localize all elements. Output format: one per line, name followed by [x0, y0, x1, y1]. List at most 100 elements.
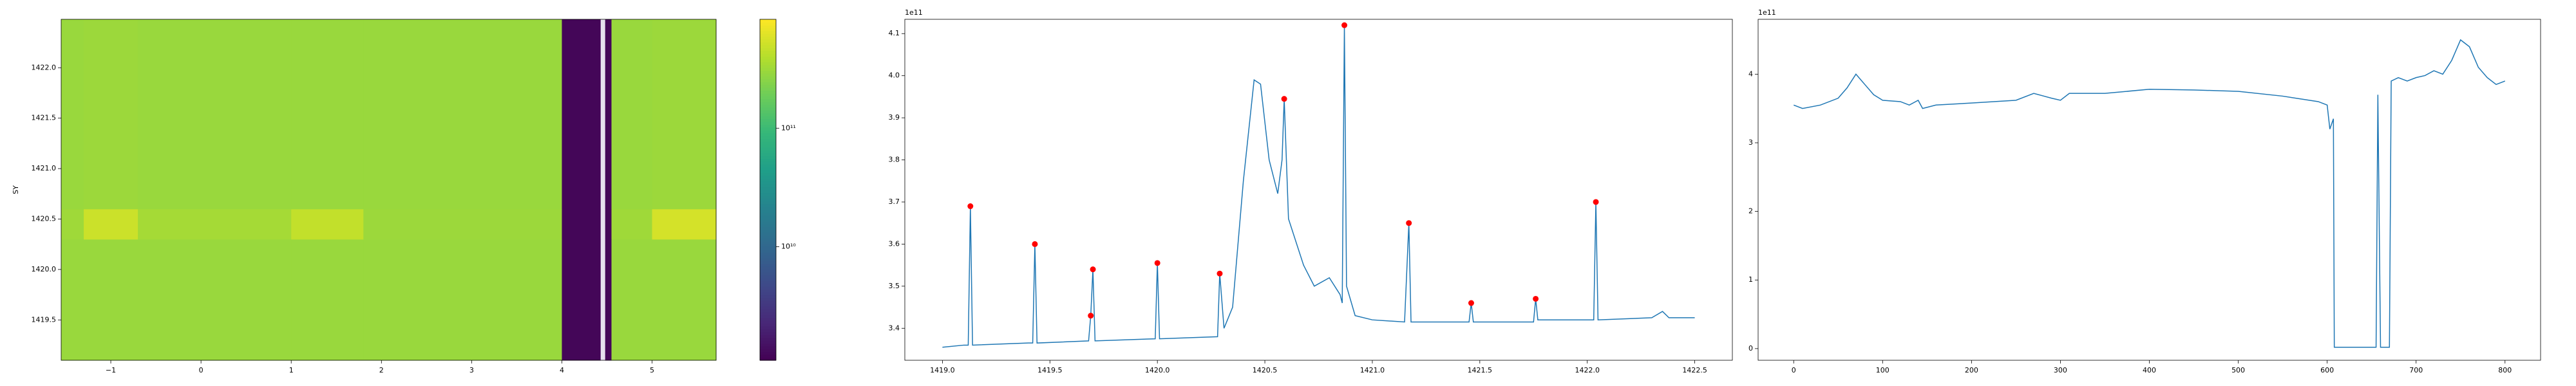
peak-marker	[1281, 96, 1287, 102]
heatmap-cell	[61, 208, 84, 240]
colorbar-segment	[760, 201, 776, 205]
colorbar-segment	[760, 156, 776, 160]
y-tick-label: 1419.5	[32, 315, 57, 324]
colorbar-segment	[760, 315, 776, 318]
heatmap-cell	[600, 239, 606, 361]
colorbar-segment	[760, 323, 776, 327]
colorbar-segment	[760, 33, 776, 37]
heatmap-cell	[61, 239, 84, 361]
y-tick-label: 4.1	[889, 29, 900, 37]
colorbar-segment	[760, 343, 776, 347]
y-tick-label: 1420.0	[32, 265, 57, 273]
x-tick-label: 600	[2320, 366, 2334, 374]
colorbar-segment	[760, 229, 776, 233]
colorbar-segment	[760, 311, 776, 315]
x-tick-label: 700	[2409, 366, 2423, 374]
x-tick-label: 0	[1792, 366, 1796, 374]
heatmap-cell	[138, 19, 292, 210]
x-tick-label: 5	[650, 366, 654, 374]
colorbar-segment	[760, 118, 776, 122]
colorbar-segment	[760, 113, 776, 116]
colorbar-segment	[760, 107, 776, 111]
heatmap-cell	[600, 19, 606, 210]
peak-marker	[1406, 220, 1412, 226]
colorbar-segment	[760, 124, 776, 128]
y-tick-label: 1	[1748, 275, 1753, 284]
heatmap-cell	[652, 208, 717, 240]
colorbar-segment	[760, 198, 776, 202]
y-tick-label: 3.9	[889, 113, 900, 122]
y-tick-label: 1421.5	[32, 114, 57, 122]
x-tick-label: 1419.0	[930, 366, 955, 374]
y-tick-label: 3.4	[889, 324, 900, 332]
colorbar-segment	[760, 175, 776, 179]
colorbar-segment	[760, 326, 776, 330]
colorbar-segment	[760, 82, 776, 86]
colorbar-segment	[760, 235, 776, 239]
colorbar-segment	[760, 93, 776, 96]
colorbar-segment	[760, 357, 776, 361]
colorbar-segment	[760, 122, 776, 125]
y-tick-label: 1420.5	[32, 214, 57, 223]
heatmap-cell	[562, 239, 601, 361]
colorbar-segment	[760, 345, 776, 349]
colorbar-segment	[760, 297, 776, 301]
colorbar-segment	[760, 269, 776, 273]
colorbar-segment	[760, 335, 776, 338]
x-tick-label: 500	[2231, 366, 2245, 374]
x-tick-label: 1422.0	[1575, 366, 1600, 374]
offset-label: 1e11	[905, 8, 923, 17]
colorbar-segment	[760, 161, 776, 165]
colorbar-segment	[760, 249, 776, 253]
colorbar-segment	[760, 241, 776, 244]
heatmap-cell	[291, 19, 364, 210]
data-line	[1793, 39, 2506, 348]
colorbar-segment	[760, 98, 776, 102]
colorbar-segment	[760, 275, 776, 279]
colorbar-segment	[760, 84, 776, 88]
y-tick-label: 3.5	[889, 282, 900, 290]
colorbar-segment	[760, 354, 776, 358]
heatmap-cell	[138, 208, 292, 240]
colorbar-segment	[760, 164, 776, 168]
x-tick-label: 4	[560, 366, 564, 374]
colorbar-segment	[760, 104, 776, 108]
axes-frame	[61, 19, 717, 361]
colorbar-segment	[760, 50, 776, 54]
colorbar-segment	[760, 24, 776, 28]
axes-frame	[1757, 19, 2541, 361]
heatmap-cell	[61, 19, 84, 210]
colorbar-segment	[760, 150, 776, 154]
colorbar-segment	[760, 44, 776, 48]
colorbar-segment	[760, 317, 776, 321]
colorbar-segment	[760, 39, 776, 42]
colorbar-segment	[760, 306, 776, 310]
colorbar-segment	[760, 263, 776, 267]
colorbar-segment	[760, 136, 776, 140]
colorbar-segment	[760, 59, 776, 62]
peak-marker	[1154, 260, 1160, 266]
colorbar-segment	[760, 246, 776, 250]
colorbar-segment	[760, 232, 776, 236]
x-tick-label: 0	[199, 366, 204, 374]
colorbar-segment	[760, 133, 776, 136]
colorbar-segment	[760, 351, 776, 355]
colorbar-segment	[760, 130, 776, 134]
data-line	[942, 25, 1695, 348]
colorbar-segment	[760, 170, 776, 174]
colorbar-segment	[760, 224, 776, 228]
colorbar-segment	[760, 147, 776, 151]
peak-marker	[1217, 270, 1223, 277]
x-tick-label: 800	[2498, 366, 2512, 374]
colorbar-segment	[760, 141, 776, 145]
colorbar-segment	[760, 272, 776, 276]
colorbar-segment	[760, 340, 776, 344]
x-tick-label: 1420.0	[1145, 366, 1170, 374]
colorbar-segment	[760, 181, 776, 185]
colorbar-segment	[760, 36, 776, 40]
colorbar-segment	[760, 178, 776, 182]
y-tick-label: 4.0	[889, 71, 900, 80]
heatmap-cell	[84, 239, 138, 361]
heatmap-cell	[562, 19, 601, 210]
colorbar-segment	[760, 70, 776, 74]
